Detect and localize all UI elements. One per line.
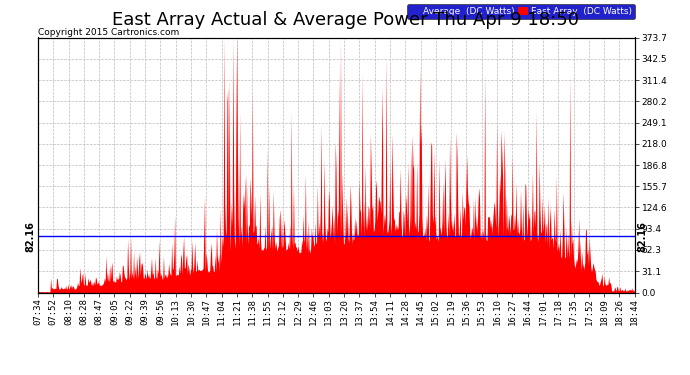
Text: East Array Actual & Average Power Thu Apr 9 18:50: East Array Actual & Average Power Thu Ap…	[112, 11, 578, 29]
Text: Copyright 2015 Cartronics.com: Copyright 2015 Cartronics.com	[38, 28, 179, 37]
Text: 82.16: 82.16	[638, 221, 648, 252]
Legend: Average  (DC Watts), East Array  (DC Watts): Average (DC Watts), East Array (DC Watts…	[407, 4, 635, 19]
Text: 82.16: 82.16	[25, 221, 35, 252]
